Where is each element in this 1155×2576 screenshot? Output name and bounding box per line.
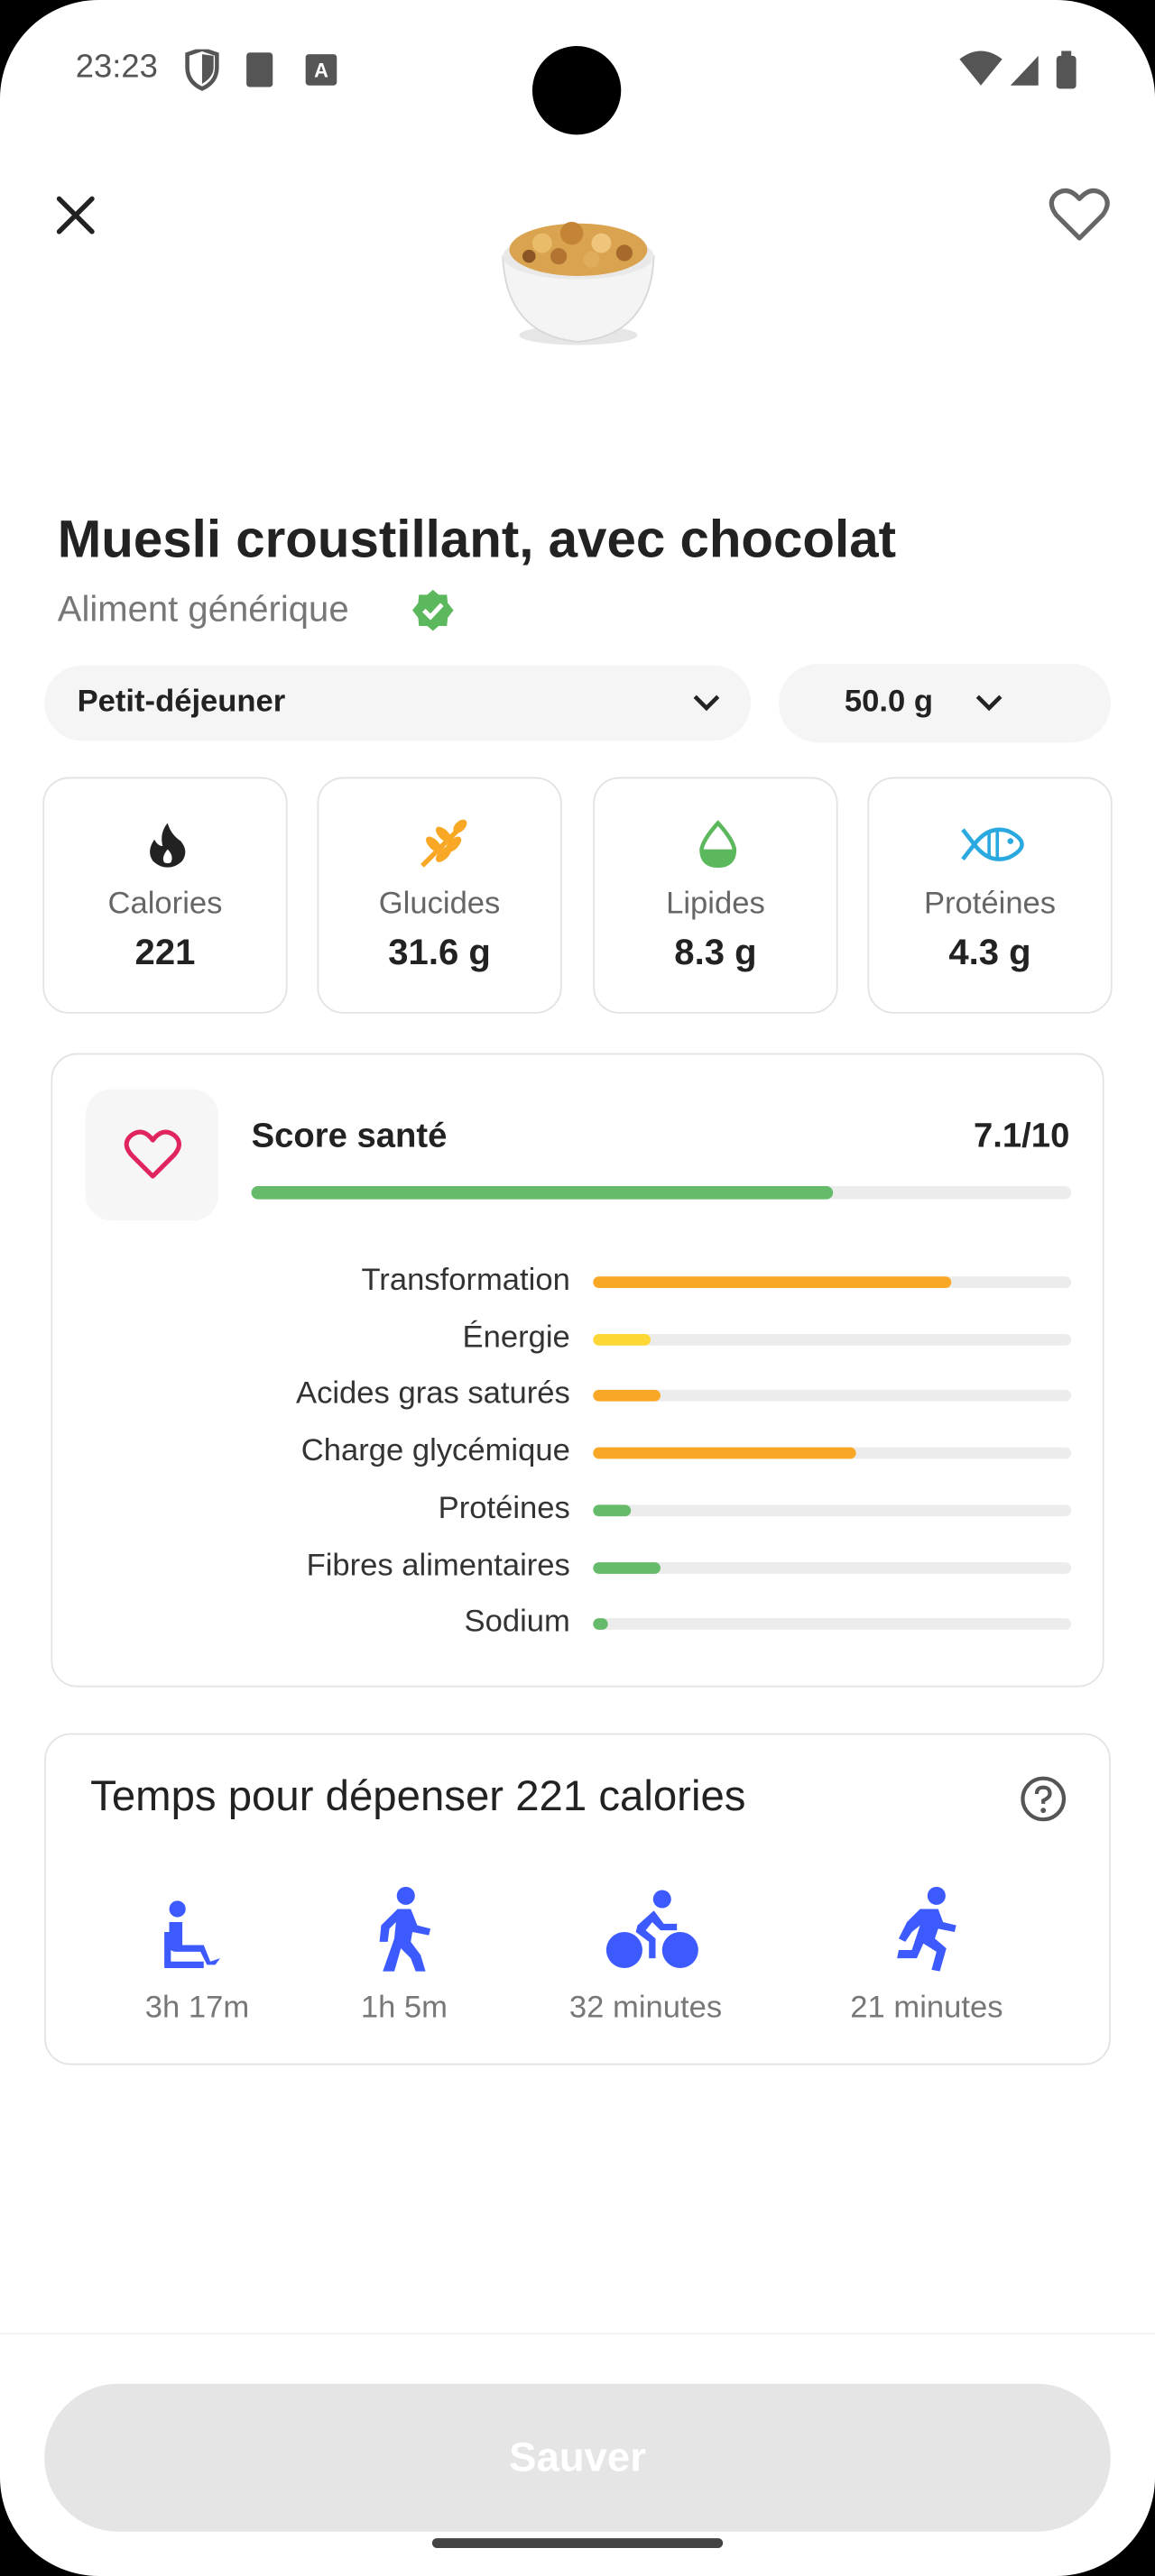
health-icon-box: [85, 1089, 219, 1221]
save-button[interactable]: Sauver: [44, 2383, 1111, 2532]
criterion-label: Fibres alimentaires: [306, 1548, 570, 1583]
camera-cutout: [531, 45, 622, 135]
nutrient-label: Glucides: [378, 887, 501, 922]
fish-icon: [961, 827, 1024, 861]
criterion-track: [593, 1276, 1072, 1288]
criterion-bar: [593, 1333, 651, 1346]
drop-icon: [699, 820, 737, 869]
nutrient-card: Protéines 4.3 g: [867, 777, 1113, 1014]
criterion-bar: [593, 1390, 661, 1403]
criterion-track: [593, 1447, 1072, 1459]
nutrient-value: 4.3 g: [948, 931, 1031, 973]
criterion-bar: [593, 1618, 608, 1631]
criterion-label: Charge glycémique: [300, 1434, 570, 1469]
criterion-bar: [593, 1276, 952, 1288]
activity-label: 32 minutes: [568, 1991, 723, 2026]
portion-dropdown[interactable]: 50.0 g: [779, 663, 1111, 743]
score-bar: [251, 1186, 834, 1200]
meal-dropdown[interactable]: Petit-déjeuner: [44, 665, 752, 741]
food-image: [502, 221, 655, 345]
cycling-icon: [605, 1890, 698, 1969]
activity-label: 3h 17m: [144, 1991, 250, 2026]
nutrient-label: Lipides: [666, 887, 765, 922]
criterion-label: Énergie: [462, 1320, 570, 1356]
system-icons: [959, 51, 1076, 89]
grain-icon: [420, 819, 467, 868]
criterion-track: [593, 1618, 1072, 1631]
verified-badge: [412, 589, 454, 631]
nutrient-card: Glucides 31.6 g: [317, 777, 562, 1014]
help-button[interactable]: [1019, 1774, 1068, 1824]
time: 23:23: [75, 49, 158, 86]
sitting-icon: [164, 1900, 220, 1969]
home-indicator: [431, 2538, 724, 2548]
nutrient-label: Calories: [107, 887, 223, 922]
criterion-label: Sodium: [464, 1605, 570, 1641]
criterion-track: [593, 1561, 1072, 1573]
criterion-bar: [593, 1504, 632, 1516]
chevron: [975, 695, 1003, 712]
criterion-track: [593, 1390, 1072, 1403]
nutrient-card: Calories 221: [42, 777, 288, 1014]
criterion-label: Protéines: [438, 1491, 570, 1526]
score-track: [251, 1186, 1072, 1200]
meal-label: Petit-déjeuner: [77, 685, 286, 720]
portion-label: 50.0 g: [844, 685, 933, 720]
criterion-track: [593, 1504, 1072, 1516]
svg-text:A: A: [314, 60, 328, 82]
activity-label: 1h 5m: [360, 1991, 448, 2026]
activity-label: 21 minutes: [850, 1991, 1003, 2026]
criterion-track: [593, 1333, 1072, 1346]
running-icon: [897, 1886, 956, 1972]
fire-icon: [150, 823, 186, 868]
walking-icon: [379, 1886, 431, 1972]
criterion-bar: [593, 1561, 661, 1573]
heart-icon: [124, 1129, 181, 1179]
health-score-title: Score santé: [251, 1117, 448, 1155]
criterion-label: Acides gras saturés: [296, 1377, 570, 1412]
favorite-button[interactable]: [1049, 188, 1111, 244]
food-subtitle: Aliment générique: [57, 588, 349, 630]
exercise-title: Temps pour dépenser 221 calories: [90, 1771, 746, 1821]
health-score-value: 7.1/10: [974, 1117, 1070, 1155]
chevron: [693, 695, 720, 712]
nutrient-card: Lipides 8.3 g: [593, 777, 838, 1014]
criterion-bar: [593, 1447, 856, 1459]
nutrient-value: 31.6 g: [388, 931, 491, 973]
nutrient-value: 221: [134, 931, 196, 973]
health-score-card: [51, 1053, 1104, 1688]
criterion-label: Transformation: [361, 1263, 570, 1298]
nutrient-value: 8.3 g: [674, 931, 757, 973]
divider: [0, 2332, 1155, 2335]
close-button[interactable]: [52, 192, 98, 238]
food-name: Muesli croustillant, avec chocolat: [57, 509, 897, 569]
nutrient-label: Protéines: [923, 887, 1057, 922]
status-icons: A: [185, 49, 337, 91]
